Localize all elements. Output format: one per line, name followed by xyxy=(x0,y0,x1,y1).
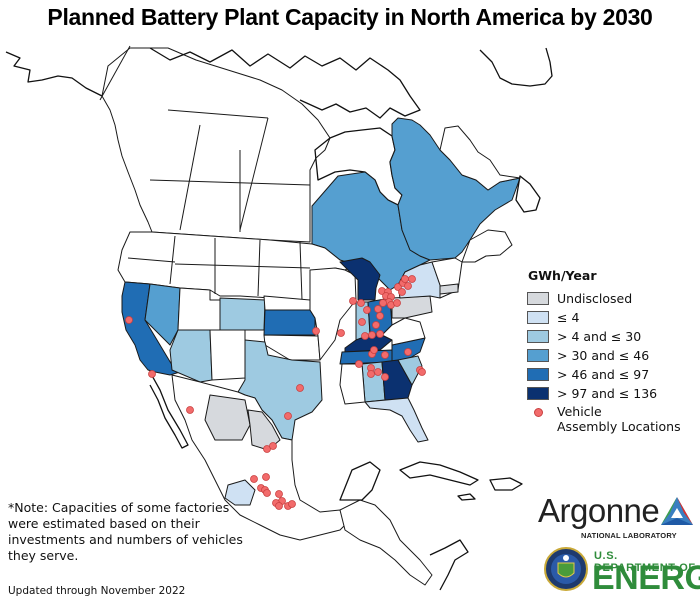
legend-item-vehicle-assembly: Vehicle Assembly Locations xyxy=(526,404,700,434)
dot-icon xyxy=(534,408,543,417)
legend-item-46-97: > 46 and ≤ 97 xyxy=(526,365,700,384)
greenland-outline xyxy=(479,47,553,87)
legend-dot-label: Vehicle Assembly Locations xyxy=(557,404,681,434)
legend-swatch xyxy=(527,387,549,400)
region-georgia xyxy=(381,359,413,401)
region-massachusetts xyxy=(439,283,459,295)
region-midwest xyxy=(309,267,357,361)
legend-item-97-136: > 97 and ≤ 136 xyxy=(526,384,700,403)
region-south-carolina xyxy=(397,355,423,386)
legend-title: GWh/Year xyxy=(528,268,597,283)
newfoundland xyxy=(515,175,541,213)
region-central-america xyxy=(339,499,433,586)
vehicle-assembly-dots xyxy=(125,275,426,510)
legend-dot-label-line1: Vehicle xyxy=(557,404,602,419)
legend-swatch xyxy=(527,349,549,362)
region-quebec xyxy=(389,117,521,261)
legend-label: ≤ 4 xyxy=(557,310,580,325)
doe-logo: U.S. DEPARTMENT OF ENERGY xyxy=(544,547,700,603)
region-maritimes xyxy=(461,229,513,263)
doe-line2: ENERGY xyxy=(592,559,700,597)
alaska-outline xyxy=(5,51,103,97)
map-title: Planned Battery Plant Capacity in North … xyxy=(47,4,653,30)
legend-label: Undisclosed xyxy=(557,291,633,306)
legend-label: > 46 and ≤ 97 xyxy=(557,367,650,382)
legend-swatch xyxy=(527,330,549,343)
legend-item-le-4: ≤ 4 xyxy=(526,308,700,327)
legend-item-undisclosed: Undisclosed xyxy=(526,289,700,308)
arctic-islands xyxy=(149,47,421,119)
north-america-map xyxy=(5,45,553,591)
colombia-coast xyxy=(429,539,469,591)
doe-seal-icon xyxy=(544,547,588,591)
legend-label: > 4 and ≤ 30 xyxy=(557,329,642,344)
cuba xyxy=(399,461,479,486)
region-jalisco xyxy=(224,479,256,506)
argonne-wordmark: Argonne xyxy=(538,492,660,529)
legend-label: > 30 and ≤ 46 xyxy=(557,348,650,363)
doe-line1: U.S. DEPARTMENT OF xyxy=(594,550,696,574)
region-virginia xyxy=(381,317,426,346)
argonne-subtitle: NATIONAL LABORATORY xyxy=(581,531,677,540)
region-utah xyxy=(177,287,221,331)
argonne-logo: Argonne NATIONAL LABORATORY xyxy=(538,492,698,542)
legend-item-4-30: > 4 and ≤ 30 xyxy=(526,327,700,346)
region-new-mexico xyxy=(209,329,246,381)
yucatan xyxy=(339,461,381,501)
legend-label: > 97 and ≤ 136 xyxy=(557,386,658,401)
baja-california xyxy=(149,371,189,449)
legend-swatch xyxy=(527,292,549,305)
legend: GWh/Year Undisclosed ≤ 4 > 4 and ≤ 30 > … xyxy=(526,268,700,434)
updated-date: Updated through November 2022 xyxy=(8,585,186,597)
region-colorado xyxy=(219,297,266,331)
region-labrador xyxy=(439,125,521,191)
region-mississippi xyxy=(339,363,366,405)
legend-swatch xyxy=(527,311,549,324)
argonne-triangle-icon xyxy=(661,497,693,525)
region-canada-west xyxy=(101,47,331,243)
region-chihuahua xyxy=(204,394,251,441)
legend-dot-label-line2: Assembly Locations xyxy=(557,419,681,434)
footnote: *Note: Capacities of some factories were… xyxy=(8,500,243,563)
region-michigan xyxy=(339,257,381,301)
region-florida xyxy=(364,397,429,443)
region-kansas xyxy=(263,309,316,336)
jamaica xyxy=(457,493,476,501)
legend-item-30-46: > 30 and ≤ 46 xyxy=(526,346,700,365)
legend-swatch xyxy=(527,368,549,381)
region-arizona xyxy=(169,329,213,383)
hispaniola xyxy=(489,477,523,491)
